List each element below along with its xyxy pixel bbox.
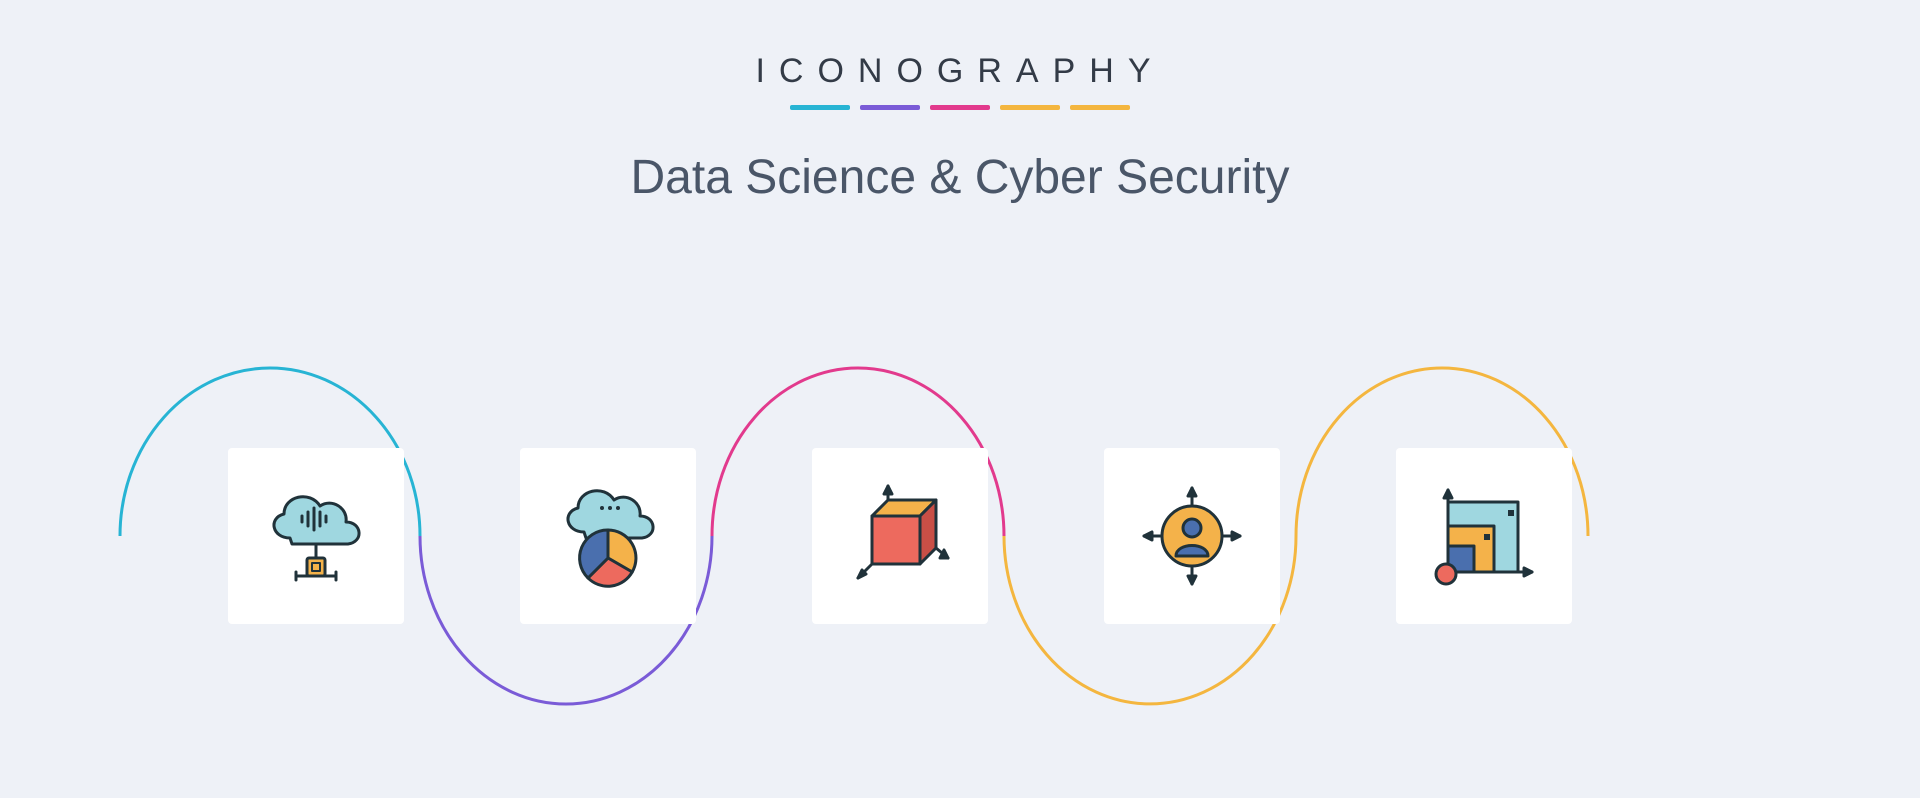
icon-card — [812, 448, 988, 624]
underline-seg — [930, 105, 990, 110]
icon-card — [1104, 448, 1280, 624]
icon-card — [520, 448, 696, 624]
user-scope-icon — [1128, 472, 1256, 600]
icon-card — [1396, 448, 1572, 624]
underline-seg — [860, 105, 920, 110]
cloud-pie-icon — [544, 472, 672, 600]
cloud-chip-icon — [252, 472, 380, 600]
underline-seg — [790, 105, 850, 110]
icon-stage — [0, 300, 1920, 798]
underline-seg — [1070, 105, 1130, 110]
brand-title: ICONOGRAPHY — [0, 52, 1920, 91]
underline-seg — [1000, 105, 1060, 110]
brand-underline — [0, 105, 1920, 110]
scale-chart-icon — [1420, 472, 1548, 600]
section-subtitle: Data Science & Cyber Security — [0, 150, 1920, 205]
cube-3d-icon — [836, 472, 964, 600]
icon-card — [228, 448, 404, 624]
